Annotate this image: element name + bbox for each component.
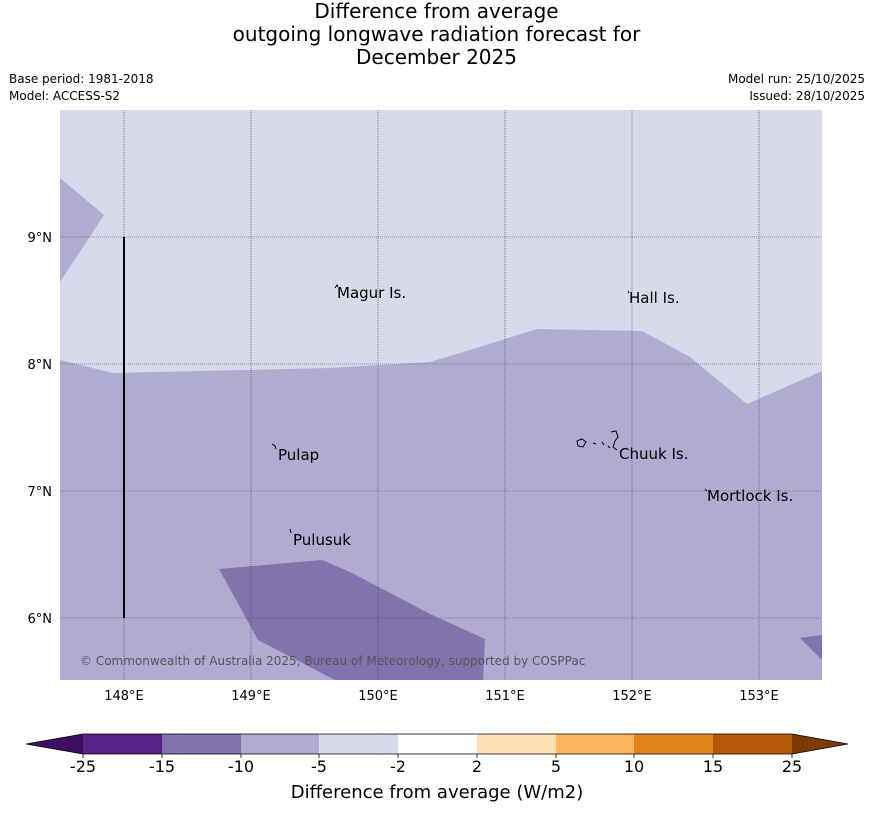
legend-tick-label: 25 [782, 757, 802, 776]
issued-date: Issued: 28/10/2025 [749, 89, 865, 103]
color-legend: -25 -15 -10 -5 -2 2 5 10 15 25 Differenc… [25, 733, 849, 803]
legend-tick-label: 2 [472, 757, 482, 776]
lat-axis-labels: 9°N 8°N 7°N 6°N [28, 231, 53, 627]
meta-left: Base period: 1981-2018 Model: ACCESS-S2 [9, 71, 154, 105]
legend-color-box [713, 734, 792, 754]
lon-tick-label: 149°E [231, 689, 271, 704]
island-chuuk [576, 430, 619, 451]
model-run: Model run: 25/10/2025 [727, 72, 865, 86]
island-mortlock [704, 488, 708, 492]
title-line-3: December 2025 [356, 45, 517, 69]
legend-tick-label: -10 [228, 757, 254, 776]
legend-tick-label: 5 [551, 757, 561, 776]
lon-axis-labels: 148°E 149°E 150°E 151°E 152°E 153°E [104, 689, 779, 704]
legend-color-box [398, 734, 477, 754]
legend-tick-label: -15 [149, 757, 175, 776]
title-line-2: outgoing longwave radiation forecast for [232, 22, 641, 46]
lat-tick-label: 9°N [28, 231, 53, 246]
island-outlines [271, 284, 708, 534]
place-label: Mortlock Is. [707, 487, 793, 505]
legend-color-box [634, 734, 713, 754]
legend-tick-label: -5 [311, 757, 327, 776]
map-area: Magur Is. Hall Is. Pulap Chuuk Is. Mortl… [60, 110, 822, 680]
legend-arrow-right [792, 734, 848, 754]
island-magur [334, 284, 339, 289]
copyright-notice: © Commonwealth of Australia 2025, Bureau… [80, 654, 585, 668]
base-period: Base period: 1981-2018 [9, 72, 154, 86]
place-label: Chuuk Is. [619, 445, 688, 463]
island-pulap [271, 443, 277, 450]
place-label: Pulap [278, 446, 319, 464]
place-label: Magur Is. [337, 284, 406, 302]
place-labels: Magur Is. Hall Is. Pulap Chuuk Is. Mortl… [278, 284, 793, 549]
anomaly-region-medium-se [800, 635, 822, 660]
place-label: Pulusuk [293, 531, 351, 549]
model-name: Model: ACCESS-S2 [9, 89, 121, 103]
legend-tick-label: 10 [624, 757, 644, 776]
legend-color-box [319, 734, 398, 754]
lon-tick-label: 152°E [612, 689, 652, 704]
anomaly-region-medium [219, 560, 485, 680]
legend-tick-labels: -25 -15 -10 -5 -2 2 5 10 15 25 [70, 757, 802, 776]
legend-color-box [241, 734, 319, 754]
legend-arrow-left [26, 734, 83, 754]
chart-title: Difference from average outgoing longwav… [0, 0, 873, 69]
anomaly-region-light-nw [60, 178, 104, 282]
legend-label: Difference from average (W/m2) [291, 782, 583, 803]
legend-color-box [477, 734, 556, 754]
lon-tick-label: 148°E [104, 689, 144, 704]
legend-tick-label: -2 [390, 757, 406, 776]
legend-tick-marks [82, 754, 793, 758]
graticule [60, 110, 822, 680]
island-hall [627, 290, 630, 294]
island-pulusuk [289, 528, 292, 534]
lat-tick-label: 8°N [28, 358, 53, 373]
legend-tick-label: 15 [703, 757, 723, 776]
legend-color-box [83, 734, 162, 754]
legend-color-box [556, 734, 634, 754]
meta-right: Model run: 25/10/2025 Issued: 28/10/2025 [728, 71, 865, 105]
lat-tick-label: 7°N [28, 485, 53, 500]
lon-tick-label: 151°E [485, 689, 525, 704]
lon-tick-label: 150°E [358, 689, 398, 704]
lon-tick-label: 153°E [739, 689, 779, 704]
lat-tick-label: 6°N [28, 612, 53, 627]
legend-tick-label: -25 [70, 757, 96, 776]
legend-color-box [162, 734, 241, 754]
place-label: Hall Is. [629, 289, 680, 307]
title-line-1: Difference from average [314, 0, 559, 23]
